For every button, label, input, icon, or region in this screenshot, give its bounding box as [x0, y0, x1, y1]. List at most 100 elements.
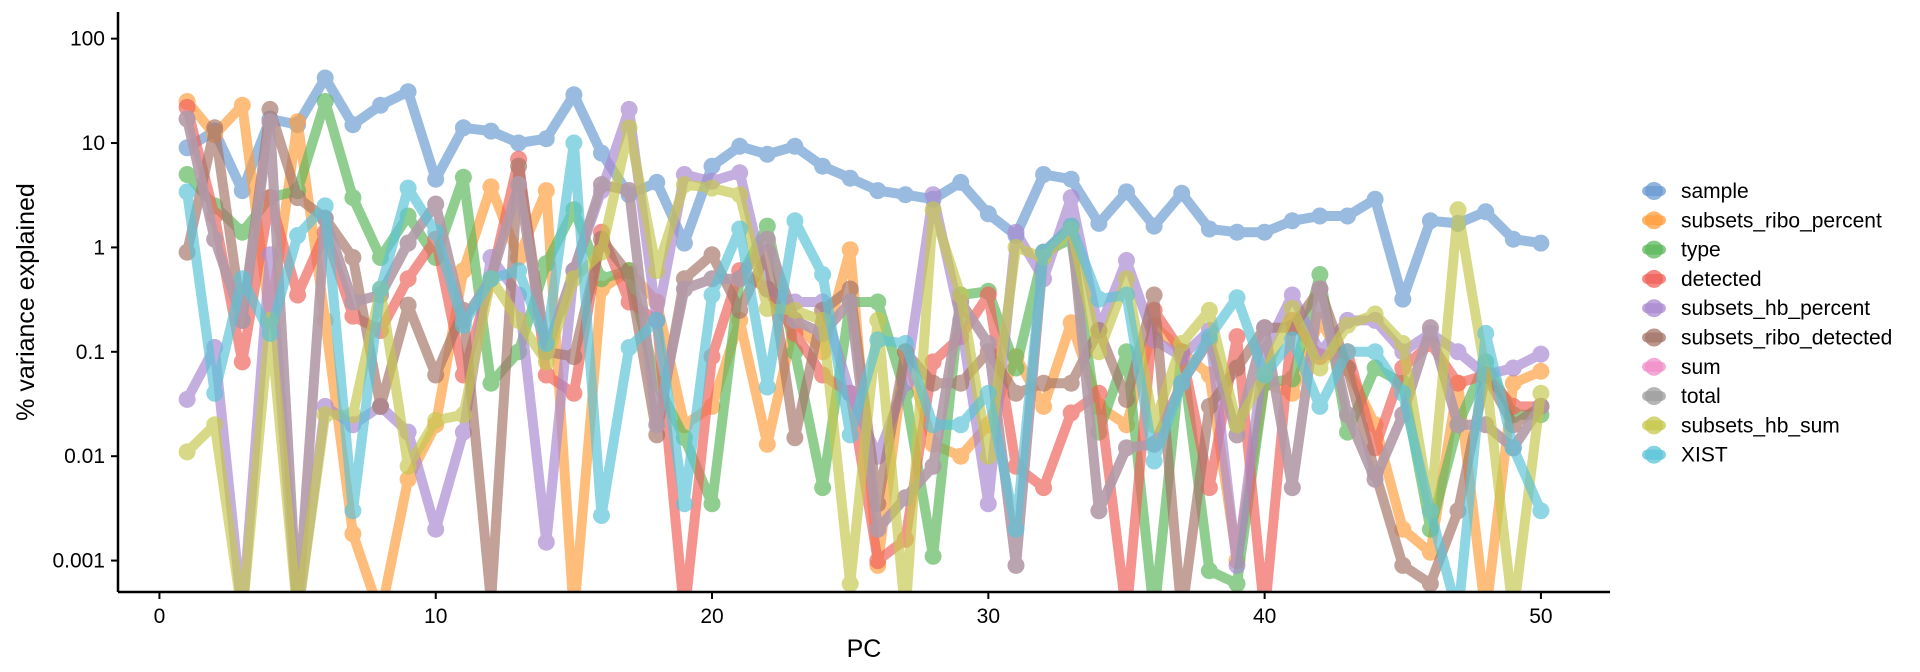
data-point	[1394, 290, 1412, 308]
data-point	[924, 416, 942, 434]
data-point	[537, 130, 555, 148]
data-point	[427, 411, 445, 429]
data-point	[924, 457, 942, 475]
data-point	[537, 533, 555, 551]
data-point	[1228, 289, 1246, 307]
data-point	[1118, 390, 1135, 408]
axes-layer: 0 10 20 30 40 50 0.001 0.01 0.1 1 10 100 PC % vari…	[12, 12, 1610, 663]
data-point	[1505, 607, 1522, 624]
legend-marker	[1645, 211, 1663, 230]
data-point	[731, 186, 749, 204]
data-point	[952, 173, 970, 191]
x-ticks: 0 10 20 30 40 50	[154, 592, 1553, 628]
data-point	[620, 100, 638, 118]
legend-marker	[1645, 445, 1663, 464]
data-point	[234, 607, 251, 624]
data-point	[1228, 575, 1246, 592]
legend-marker	[1645, 240, 1663, 259]
data-point	[1532, 502, 1550, 520]
data-point	[233, 182, 251, 200]
legend-label: subsets_hb_percent	[1681, 297, 1870, 320]
data-point	[206, 119, 224, 137]
legend-marker	[1645, 357, 1663, 376]
data-point	[344, 525, 362, 543]
data-point	[731, 137, 749, 155]
data-point	[537, 255, 555, 273]
data-point	[1228, 223, 1246, 241]
y-tick-label: 100	[70, 28, 105, 51]
data-point	[1146, 607, 1163, 624]
data-point	[648, 416, 666, 434]
data-point	[731, 164, 749, 182]
legend-item-type: type	[1642, 239, 1721, 262]
data-point	[344, 307, 362, 325]
data-point	[1035, 374, 1053, 392]
data-point	[206, 416, 224, 434]
legend-label: total	[1681, 385, 1721, 408]
data-point	[206, 230, 224, 248]
data-point	[316, 93, 334, 110]
data-point	[1200, 479, 1218, 497]
data-point	[289, 607, 306, 624]
data-point	[233, 353, 251, 371]
legend-marker	[1645, 328, 1663, 347]
series-XIST	[178, 134, 1550, 624]
data-point	[510, 311, 528, 329]
legend-item-XIST: XIST	[1642, 444, 1728, 467]
data-point	[814, 157, 832, 175]
data-point	[1007, 520, 1025, 538]
data-point	[1007, 556, 1025, 574]
data-point	[758, 300, 776, 317]
data-point	[1366, 190, 1384, 208]
data-point	[178, 390, 196, 408]
data-point	[758, 230, 776, 248]
y-tick-label: 0.1	[76, 341, 105, 364]
data-point	[399, 83, 417, 101]
data-point	[952, 447, 970, 465]
data-point	[1200, 220, 1218, 238]
data-point	[1311, 280, 1329, 298]
data-point	[675, 495, 693, 513]
data-point	[1477, 607, 1494, 624]
data-point	[1200, 562, 1218, 580]
data-point	[924, 186, 942, 204]
data-point	[897, 607, 914, 624]
data-point	[1449, 374, 1467, 392]
data-point	[1504, 230, 1522, 248]
data-point	[1450, 607, 1467, 624]
data-point	[1118, 439, 1135, 457]
data-point	[731, 301, 749, 319]
data-point	[869, 520, 887, 538]
data-point	[537, 366, 555, 384]
legend-item-sum: sum	[1642, 356, 1721, 379]
data-point	[427, 223, 445, 241]
data-point	[1532, 234, 1550, 252]
data-point	[1283, 479, 1301, 497]
data-point	[841, 241, 859, 259]
data-point	[316, 197, 334, 215]
data-point	[593, 507, 610, 524]
data-point	[399, 270, 417, 288]
data-point	[620, 182, 638, 200]
data-point	[1449, 201, 1467, 219]
data-point	[565, 270, 583, 288]
data-point	[593, 144, 610, 162]
data-point	[1532, 384, 1550, 402]
data-point	[1118, 607, 1135, 624]
data-point	[841, 575, 859, 592]
data-point	[869, 552, 887, 570]
data-point	[924, 374, 942, 392]
data-point	[1449, 416, 1467, 434]
data-point	[427, 366, 445, 384]
data-point	[758, 435, 776, 453]
data-point	[510, 157, 528, 175]
legend-marker	[1645, 182, 1663, 200]
data-point	[1035, 479, 1053, 497]
data-point	[703, 179, 721, 197]
data-point	[289, 113, 307, 131]
data-point	[233, 223, 251, 241]
data-point	[758, 378, 776, 396]
data-point	[316, 69, 334, 87]
legend-item-total: total	[1642, 385, 1721, 408]
data-point	[1062, 404, 1080, 422]
